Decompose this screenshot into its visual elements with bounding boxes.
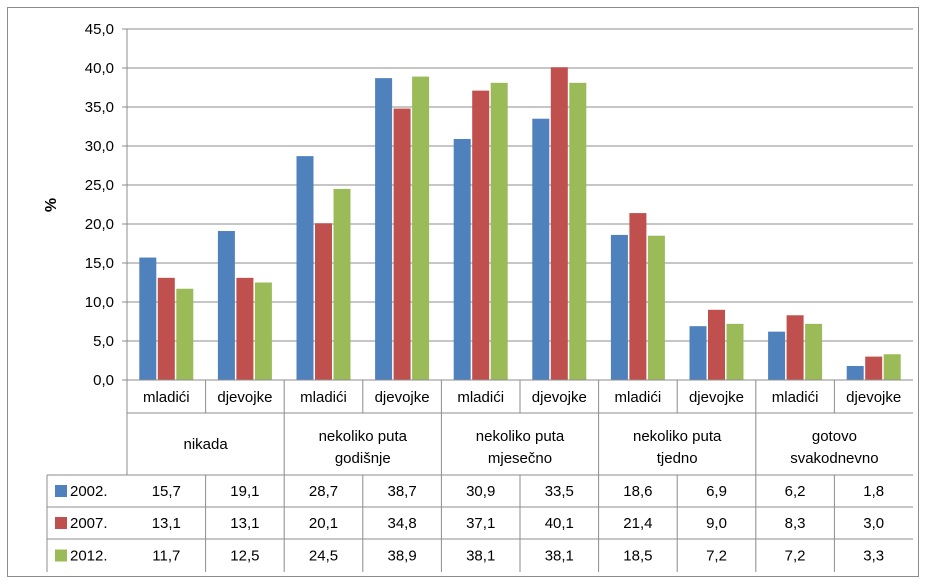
- bar-2002: [532, 118, 550, 380]
- bar-2002: [689, 326, 707, 380]
- y-tick-label: 30,0: [85, 138, 114, 155]
- y-tick-label: 25,0: [85, 177, 114, 194]
- legend-label: 2007.: [70, 515, 108, 532]
- bar-2002: [139, 257, 157, 380]
- x-subcategory-label: mladići: [143, 389, 190, 406]
- bar-2002: [375, 78, 393, 380]
- x-subcategory-label: djevojke: [689, 389, 744, 406]
- x-group-label: nekoliko puta: [319, 428, 408, 445]
- bar-2007: [315, 223, 332, 380]
- bar-2012: [490, 82, 508, 380]
- bar-2012: [726, 323, 744, 380]
- bar-2007: [393, 108, 411, 380]
- y-tick-label: 45,0: [85, 21, 114, 38]
- bar-2002: [296, 156, 314, 380]
- data-table-value: 12,5: [230, 548, 259, 565]
- x-group-label: nekoliko puta: [633, 428, 722, 445]
- x-group-label: tjedno: [657, 450, 698, 467]
- data-table-value: 1,8: [863, 483, 884, 500]
- bar-2007: [157, 277, 175, 380]
- y-tick-label: 40,0: [85, 60, 114, 77]
- x-group-label: nekoliko puta: [476, 428, 565, 445]
- data-table-value: 15,7: [152, 483, 181, 500]
- data-table-value: 7,2: [706, 548, 727, 565]
- bar-2012: [883, 354, 901, 380]
- data-table-value: 38,9: [387, 548, 416, 565]
- data-table-value: 38,1: [545, 548, 574, 565]
- x-group-label: nikada: [183, 436, 228, 453]
- data-table-value: 6,2: [785, 483, 806, 500]
- data-table-value: 28,7: [309, 483, 338, 500]
- data-table-value: 3,3: [863, 548, 884, 565]
- data-table-value: 21,4: [623, 515, 652, 532]
- x-subcategory-label: djevojke: [532, 389, 587, 406]
- bar-2007: [236, 277, 254, 380]
- y-tick-label: 35,0: [85, 99, 114, 116]
- data-table-value: 34,8: [387, 515, 416, 532]
- x-subcategory-label: mladići: [457, 389, 504, 406]
- bar-2012: [647, 235, 665, 380]
- x-subcategory-label: mladići: [615, 389, 662, 406]
- x-group-label: mjesečno: [488, 450, 552, 467]
- data-table-value: 19,1: [230, 483, 259, 500]
- bar-2002: [610, 234, 628, 380]
- bar-2007: [629, 213, 647, 380]
- data-table-value: 6,9: [706, 483, 727, 500]
- bar-2002: [768, 331, 786, 380]
- bar-2012: [176, 288, 194, 380]
- data-table-value: 20,1: [309, 515, 338, 532]
- y-tick-label: 10,0: [85, 294, 114, 311]
- x-group-label: gotovo: [812, 428, 857, 445]
- y-tick-label: 5,0: [93, 333, 114, 350]
- bar-2007: [708, 309, 725, 380]
- bar-2012: [569, 82, 587, 380]
- data-table-value: 33,5: [545, 483, 574, 500]
- legend-label: 2012.: [70, 548, 108, 565]
- legend-key-2002: [55, 485, 67, 497]
- x-subcategory-label: mladići: [772, 389, 819, 406]
- data-table-value: 8,3: [785, 515, 806, 532]
- bar-2012: [412, 76, 430, 380]
- data-table-value: 11,7: [152, 548, 180, 565]
- bar-2007: [865, 356, 883, 380]
- data-table-value: 38,7: [387, 483, 416, 500]
- data-table-value: 13,1: [152, 515, 181, 532]
- y-tick-label: 20,0: [85, 216, 114, 233]
- bar-2007: [786, 315, 804, 380]
- data-table-value: 18,5: [623, 548, 652, 565]
- x-subcategory-label: djevojke: [375, 389, 430, 406]
- bar-2002: [846, 365, 864, 380]
- data-table-value: 30,9: [466, 483, 495, 500]
- data-table-value: 37,1: [466, 515, 495, 532]
- data-table-value: 40,1: [545, 515, 574, 532]
- bar-2002: [453, 138, 471, 380]
- x-subcategory-label: djevojke: [846, 389, 901, 406]
- x-subcategory-label: mladići: [300, 389, 347, 406]
- data-table-value: 24,5: [309, 548, 338, 565]
- legend-label: 2002.: [70, 483, 108, 500]
- bar-2007: [472, 90, 490, 381]
- bar-2002: [217, 231, 235, 380]
- legend-key-2007: [55, 517, 67, 529]
- data-table-value: 3,0: [863, 515, 884, 532]
- x-group-label: svakodnevno: [790, 450, 878, 467]
- bar-2012: [254, 282, 272, 380]
- y-tick-label: 0,0: [93, 372, 114, 389]
- data-table-value: 13,1: [230, 515, 259, 532]
- x-subcategory-label: djevojke: [217, 389, 272, 406]
- bar-2007: [550, 67, 568, 380]
- data-table-value: 38,1: [466, 548, 495, 565]
- data-table-value: 7,2: [785, 548, 806, 565]
- legend-key-2012: [55, 549, 67, 562]
- bar-2012: [805, 323, 823, 380]
- x-group-label: godišnje: [335, 450, 391, 467]
- data-table-value: 18,6: [623, 483, 652, 500]
- y-axis-label: %: [43, 198, 60, 212]
- y-tick-label: 15,0: [85, 255, 114, 272]
- data-table-value: 9,0: [706, 515, 727, 532]
- bar-2012: [333, 188, 351, 380]
